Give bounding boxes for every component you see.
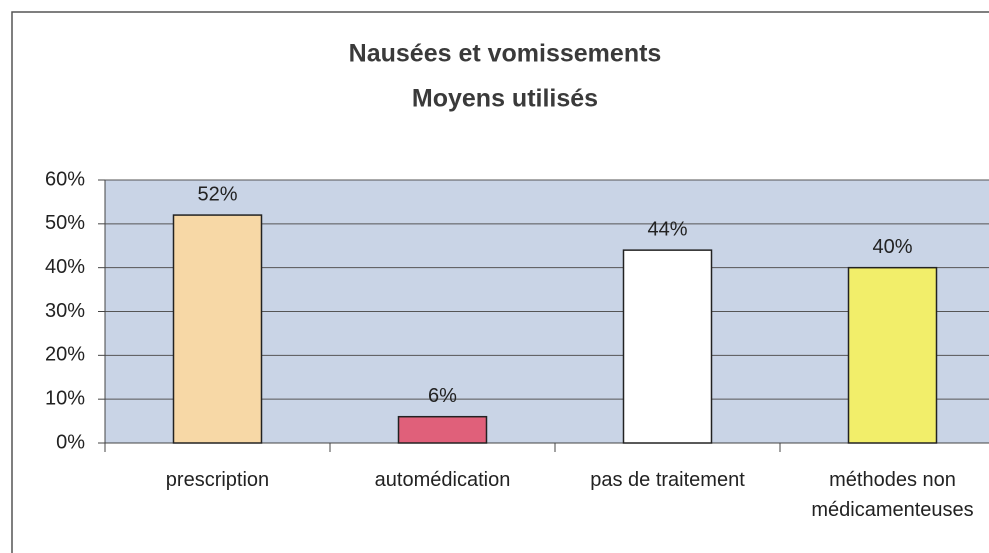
bar (172, 214, 263, 444)
bar (847, 266, 938, 444)
y-tick-label: 40% (45, 256, 85, 278)
y-tick-label: 20% (45, 344, 85, 366)
value-label: 40% (872, 236, 912, 258)
y-tick-label: 50% (45, 212, 85, 234)
value-label: 6% (428, 385, 457, 407)
x-tick-label: méthodes non médicamenteuses (811, 469, 974, 521)
x-tick-label: prescription (165, 469, 270, 491)
value-label: 44% (647, 218, 687, 240)
value-label: 52% (197, 183, 237, 205)
x-tick-label: automédication (374, 469, 511, 491)
bar (622, 249, 713, 444)
y-tick-label: 30% (45, 300, 85, 322)
chart-subtitle: Moyens utilisés (412, 85, 598, 113)
y-tick-label: 60% (45, 168, 85, 190)
x-tick-label: pas de traitement (590, 469, 745, 491)
y-tick-label: 10% (45, 387, 85, 409)
chart-title: Nausées et vomissements (349, 40, 662, 68)
bar (397, 415, 488, 444)
y-tick-label: 0% (56, 431, 85, 453)
